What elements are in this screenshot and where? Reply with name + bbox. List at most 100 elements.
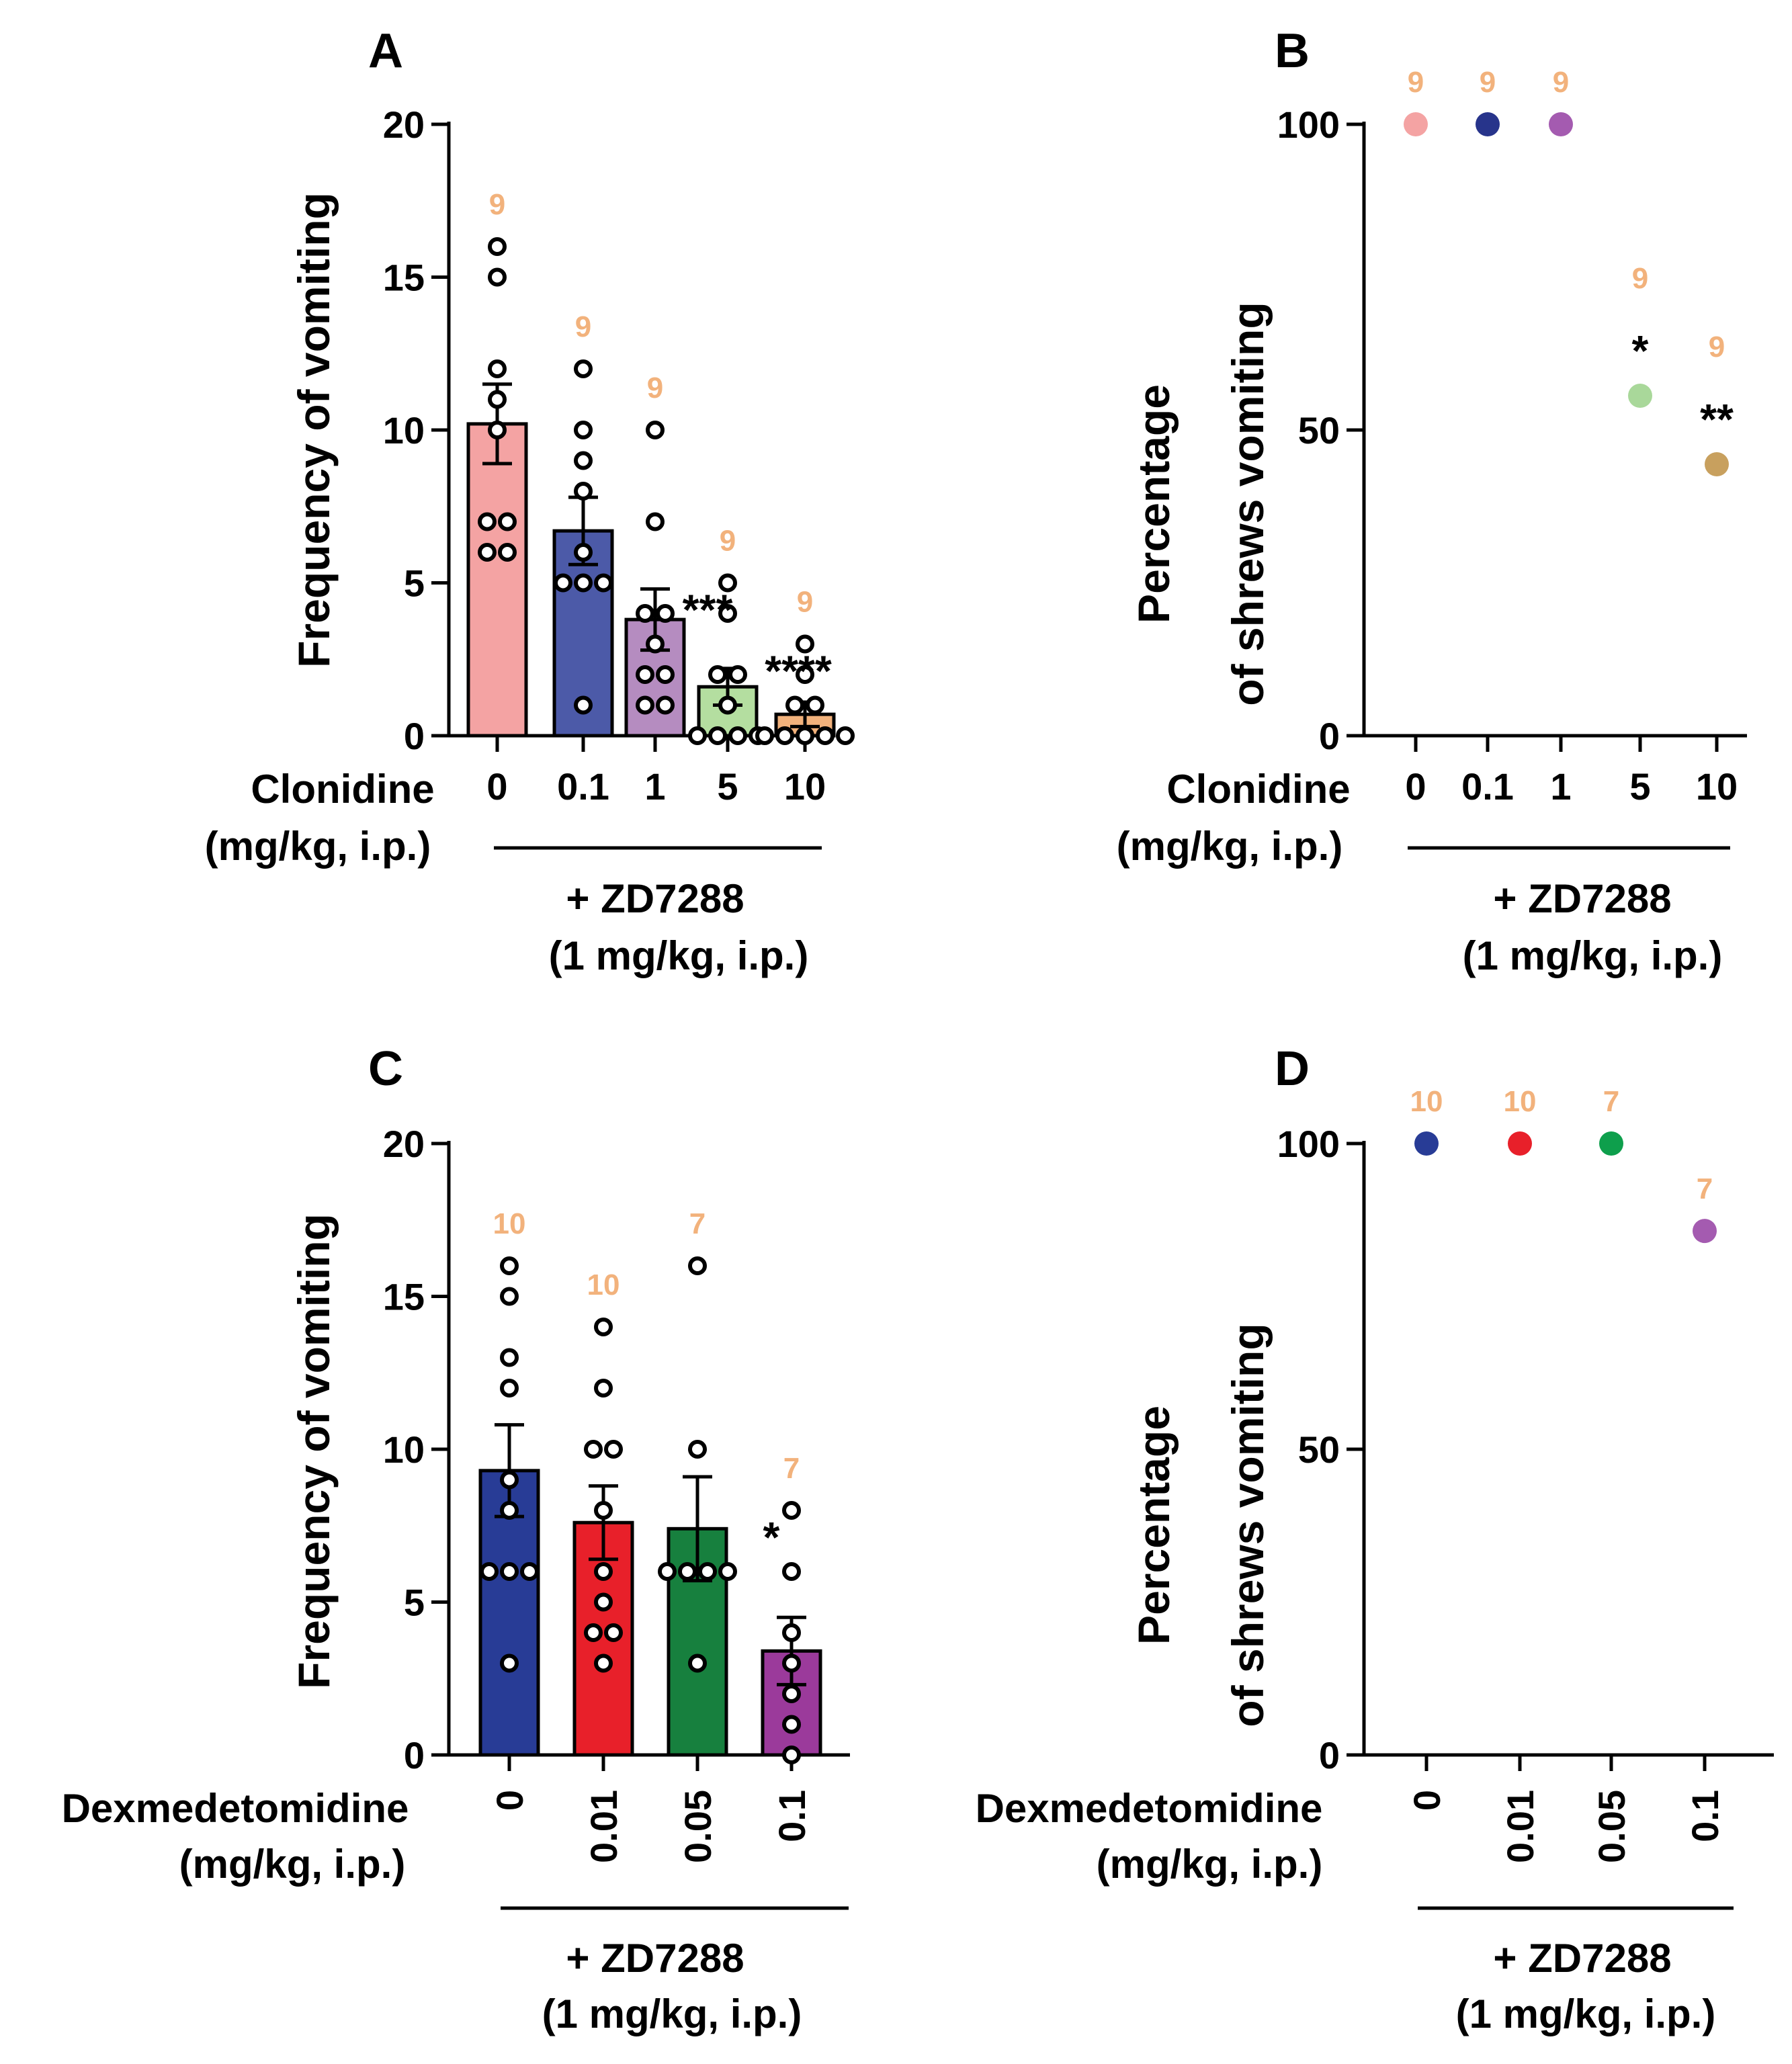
n-label: 9 — [1709, 331, 1725, 363]
n-label: 9 — [797, 586, 813, 619]
y-axis-label-line2: of shrews vomiting — [1223, 1323, 1273, 1727]
data-point — [594, 1592, 613, 1612]
data-point — [488, 237, 507, 256]
y-tick-label: 20 — [383, 1123, 425, 1165]
data-point — [594, 1501, 613, 1520]
data-point — [1628, 384, 1652, 408]
data-point — [718, 1562, 737, 1581]
y-tick-label: 0 — [404, 715, 425, 757]
data-point — [718, 604, 737, 623]
data-point — [500, 1379, 519, 1398]
n-label: 9 — [720, 525, 736, 558]
zd7288-label: + ZD7288 — [1493, 1936, 1671, 1981]
x-tick-label: 0 — [1406, 1790, 1448, 1811]
n-label: 9 — [489, 188, 505, 221]
data-point — [698, 1562, 717, 1581]
data-point — [636, 604, 654, 623]
data-point — [782, 1623, 801, 1642]
y-tick-label: 15 — [383, 1276, 425, 1318]
data-point — [775, 726, 794, 745]
data-point — [718, 695, 737, 715]
n-label: 9 — [647, 372, 663, 404]
data-point — [574, 482, 593, 501]
data-point — [782, 1715, 801, 1734]
y-tick-label: 10 — [383, 1428, 425, 1471]
data-point — [796, 726, 814, 745]
data-point — [594, 573, 613, 593]
data-point — [1599, 1131, 1623, 1156]
data-point — [708, 665, 727, 684]
n-label: 9 — [575, 310, 591, 343]
n-label: 7 — [689, 1207, 706, 1240]
significance-label: *** — [683, 586, 733, 634]
x-axis-label: Dexmedetomidine — [62, 1786, 409, 1831]
x-axis-units: (mg/kg, i.p.) — [179, 1842, 406, 1887]
zd7288-label: + ZD7288 — [566, 876, 744, 921]
data-point — [688, 1653, 707, 1673]
n-label: 9 — [1553, 66, 1569, 99]
x-axis-units: (mg/kg, i.p.) — [1117, 824, 1343, 869]
data-point — [782, 1562, 801, 1581]
panel-b: B 0 50 100 Percentage of shrews vomiting 0 0.1 1… — [1117, 24, 1747, 978]
data-point — [718, 573, 737, 593]
n-label: 9 — [1480, 66, 1496, 99]
data-point — [594, 1653, 613, 1673]
data-point — [708, 726, 727, 745]
data-point — [816, 726, 835, 745]
data-point — [488, 359, 507, 378]
x-tick-label: 0.1 — [1461, 765, 1514, 808]
data-point — [498, 512, 517, 531]
data-point — [646, 421, 665, 439]
n-label: 9 — [1408, 66, 1424, 99]
data-point — [646, 634, 665, 654]
x-tick-label: 1 — [1550, 765, 1571, 808]
significance-label: **** — [765, 647, 832, 695]
data-point — [594, 1318, 613, 1336]
n-label: 7 — [783, 1452, 800, 1485]
data-point — [574, 573, 593, 593]
x-axis-label: Clonidine — [1166, 767, 1350, 812]
x-tick-label: 0.05 — [1590, 1790, 1633, 1863]
panel-c: C 0 5 10 15 20 Frequency of vomiting 0 0.01 0.05 0… — [62, 1042, 850, 2036]
y-tick-label: 5 — [404, 1582, 425, 1624]
x-tick-label: 0 — [486, 765, 507, 808]
data-point — [478, 543, 497, 562]
x-tick-label: 10 — [784, 765, 826, 808]
data-point — [478, 512, 497, 531]
zd7288-units: (1 mg/kg, i.p.) — [1456, 1991, 1716, 2036]
data-point — [488, 421, 507, 439]
x-tick-label: 5 — [717, 765, 738, 808]
data-point — [782, 1684, 801, 1703]
significance-label: * — [1632, 327, 1649, 375]
data-point — [656, 665, 675, 684]
data-point — [604, 1623, 623, 1642]
zd7288-units: (1 mg/kg, i.p.) — [542, 1991, 802, 2036]
data-point — [594, 1379, 613, 1398]
data-point — [500, 1287, 519, 1306]
y-tick-label: 100 — [1277, 1123, 1340, 1165]
data-point — [782, 1653, 801, 1673]
data-point — [728, 726, 747, 745]
data-point — [688, 1256, 707, 1275]
data-point — [574, 695, 593, 715]
n-label: 9 — [1632, 262, 1648, 295]
n-label: 10 — [1410, 1085, 1443, 1118]
y-axis-label: Frequency of vomiting — [289, 1213, 339, 1689]
data-point — [796, 634, 814, 654]
bar — [572, 1520, 634, 1757]
data-point — [500, 1256, 519, 1275]
y-axis-label: Frequency of vomiting — [289, 192, 339, 668]
n-label: 10 — [1504, 1085, 1537, 1118]
panel-letter-d: D — [1275, 1042, 1310, 1096]
zd7288-label: + ZD7288 — [566, 1936, 744, 1981]
x-tick-label: 0.1 — [557, 765, 609, 808]
data-point — [728, 665, 747, 684]
data-point — [1508, 1131, 1532, 1156]
data-point — [782, 1501, 801, 1520]
data-point — [656, 604, 675, 623]
n-label: 7 — [1603, 1085, 1619, 1118]
data-point — [1476, 112, 1500, 136]
n-label: 10 — [493, 1207, 526, 1240]
